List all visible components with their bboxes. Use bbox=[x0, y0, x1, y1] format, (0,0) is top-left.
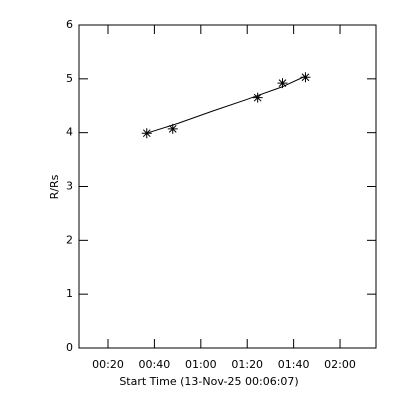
y-tick-label: 6 bbox=[66, 18, 73, 31]
y-tick-label: 1 bbox=[66, 287, 73, 300]
x-tick-label: 00:20 bbox=[92, 358, 124, 371]
fit-line bbox=[146, 75, 306, 134]
x-tick-label: 02:00 bbox=[324, 358, 356, 371]
x-tick-label: 01:40 bbox=[278, 358, 310, 371]
y-tick-label: 0 bbox=[66, 341, 73, 354]
y-tick-label: 5 bbox=[66, 72, 73, 85]
data-point bbox=[300, 72, 311, 83]
x-axis-label: Start Time (13-Nov-25 00:06:07) bbox=[119, 375, 298, 388]
data-point bbox=[277, 78, 288, 89]
data-point bbox=[141, 128, 152, 139]
data-point bbox=[252, 92, 263, 103]
x-tick-label: 00:40 bbox=[139, 358, 171, 371]
x-tick-label: 01:20 bbox=[231, 358, 263, 371]
plot-frame bbox=[78, 24, 377, 349]
y-tick-label: 4 bbox=[66, 126, 73, 139]
y-axis-label: R/Rs bbox=[48, 174, 61, 199]
data-point bbox=[167, 123, 178, 134]
y-tick-label: 3 bbox=[66, 180, 73, 193]
x-tick-label: 01:00 bbox=[185, 358, 217, 371]
y-tick-label: 2 bbox=[66, 233, 73, 246]
